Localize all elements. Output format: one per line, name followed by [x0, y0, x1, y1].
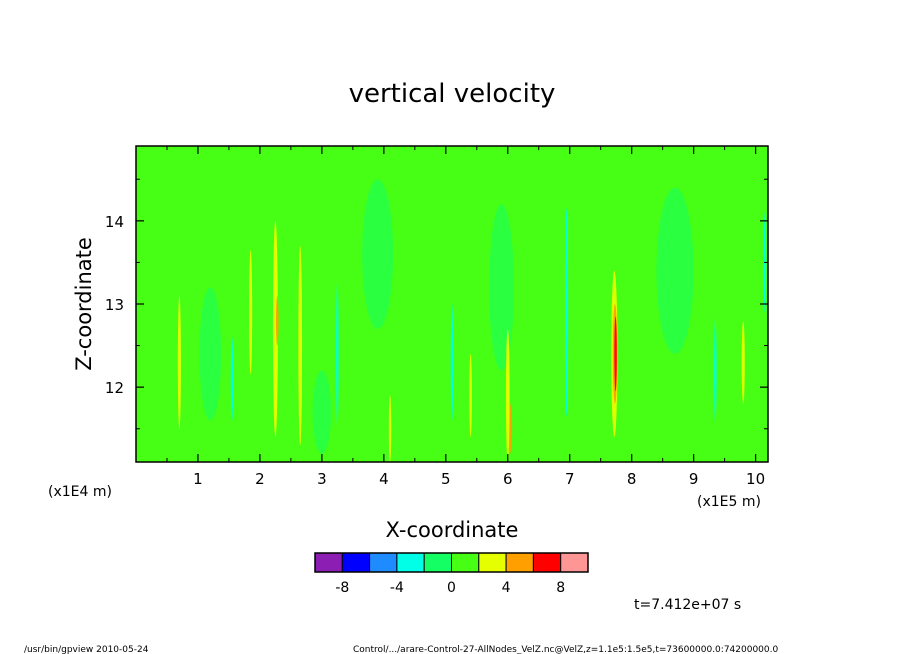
colorbar-swatch — [478, 552, 507, 573]
velocity-feature — [298, 245, 303, 446]
velocity-feature — [469, 353, 472, 438]
velocity-feature — [177, 295, 181, 429]
colorbar-swatch — [532, 552, 562, 573]
x-tick-label: 5 — [441, 470, 451, 488]
x-tick-label: 10 — [746, 470, 765, 488]
x-tick-label: 2 — [255, 470, 265, 488]
colorbar: -8 -4 0 4 8 — [314, 552, 589, 596]
colorbar-tick-label: -4 — [390, 580, 404, 596]
velocity-feature — [714, 316, 717, 425]
velocity-feature — [656, 187, 694, 354]
chart-title: vertical velocity — [349, 79, 556, 109]
velocity-feature — [565, 208, 569, 417]
colorbar-swatch — [560, 552, 589, 573]
footer-left: /usr/bin/gpview 2010-05-24 — [24, 645, 149, 654]
x-axis-label: X-coordinate — [386, 518, 519, 542]
velocity-feature — [450, 304, 454, 421]
colorbar-swatch — [451, 552, 480, 573]
velocity-feature — [509, 403, 513, 454]
colorbar-swatch — [505, 552, 534, 573]
colorbar-swatch — [396, 552, 425, 573]
colorbar-frame — [314, 552, 589, 573]
colorbar-tick-label: -8 — [335, 580, 349, 596]
colorbar-swatch — [341, 552, 371, 573]
y-axis-label: Z-coordinate — [72, 237, 96, 371]
velocity-feature — [312, 370, 332, 454]
velocity-feature — [388, 395, 392, 462]
velocity-feature — [614, 316, 617, 392]
velocity-feature — [741, 320, 745, 404]
velocity-feature — [249, 249, 253, 375]
x-tick-label: 3 — [317, 470, 327, 488]
colorbar-swatch — [423, 552, 453, 573]
velocity-feature — [489, 204, 514, 371]
y-tick-label: 12 — [105, 379, 124, 397]
colorbar-tick-label: 0 — [447, 580, 456, 596]
y-tick-label: 13 — [105, 296, 124, 314]
velocity-feature — [276, 295, 279, 346]
colorbar-swatch — [369, 552, 398, 573]
y-unit-label: (x1E4 m) — [48, 484, 112, 500]
colorbar-tick-label: 8 — [556, 580, 565, 596]
plot-area — [136, 146, 768, 462]
velocity-feature — [505, 328, 510, 462]
velocity-feature — [336, 279, 339, 429]
y-axis: 12 13 14 — [105, 178, 768, 430]
x-tick-label: 8 — [627, 470, 637, 488]
x-axis: 1 2 3 4 5 6 7 8 9 10 — [166, 146, 765, 488]
y-tick-label: 14 — [105, 213, 124, 231]
footer-right: Control/.../arare-Control-27-AllNodes_Ve… — [353, 645, 778, 654]
x-tick-label: 7 — [565, 470, 575, 488]
x-tick-label: 4 — [379, 470, 389, 488]
velocity-feature — [199, 287, 222, 421]
colorbar-tick-label: 4 — [502, 580, 511, 596]
time-label: t=7.412e+07 s — [634, 597, 741, 613]
x-tick-label: 9 — [689, 470, 699, 488]
x-tick-label: 6 — [503, 470, 513, 488]
velocity-feature — [272, 220, 278, 438]
velocity-feature — [362, 179, 394, 329]
velocity-feature — [230, 337, 234, 421]
x-unit-label: (x1E5 m) — [697, 494, 761, 510]
colorbar-swatch — [314, 552, 343, 573]
x-tick-label: 1 — [193, 470, 203, 488]
